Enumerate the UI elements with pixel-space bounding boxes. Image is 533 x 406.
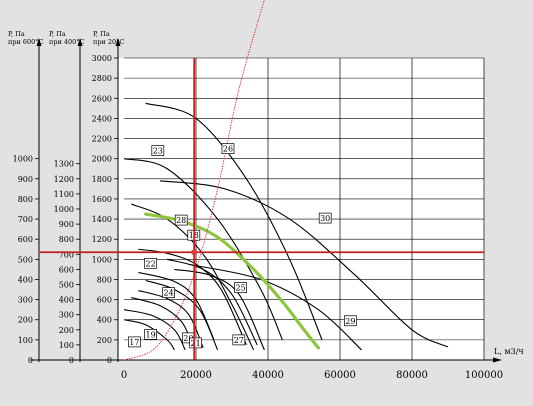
y-tick-label: 800	[18, 195, 33, 204]
curve-label-box	[144, 258, 157, 269]
y-tick-label: 400	[59, 296, 74, 305]
y-tick-label: 1100	[54, 190, 74, 199]
fan-curve-26	[145, 102, 323, 341]
y-axis-arrow	[36, 38, 42, 46]
x-tick-label: 0	[121, 370, 127, 381]
y-tick-label: 1800	[92, 175, 112, 184]
x-tick-label: 100000	[465, 370, 503, 381]
fan-curve-17	[123, 319, 175, 351]
fan-curve-19	[123, 309, 186, 351]
plot-area	[118, 58, 484, 360]
y-tick-label: 300	[18, 296, 33, 305]
curve-label-box	[174, 214, 188, 226]
curve-label-box	[234, 282, 247, 293]
fan-curve-21	[138, 290, 204, 349]
x-axis-label: L, м3/ч	[494, 347, 524, 356]
fan-curve-22	[138, 271, 215, 341]
curve-label-26: 26	[223, 145, 233, 154]
y-tick-label: 600	[18, 235, 33, 244]
curve-label-22: 22	[146, 259, 156, 268]
y-tick-label: 1200	[92, 235, 112, 244]
y-tick-label: 100	[18, 336, 33, 345]
curve-label-box	[151, 145, 165, 156]
y-tick-label: 100	[59, 341, 74, 350]
y-tick-label: 300	[59, 311, 74, 320]
y-tick-label: 700	[18, 215, 33, 224]
y-tick-label: 900	[59, 220, 74, 229]
y-tick-label: 2400	[92, 114, 112, 123]
y-tick-label: 500	[18, 255, 33, 264]
curve-label-box	[144, 329, 157, 340]
y-tick-label: 200	[97, 336, 112, 345]
y-tick-label: 500	[59, 281, 74, 290]
y-tick-label: 400	[97, 316, 112, 325]
x-tick-label: 60000	[324, 370, 356, 381]
curve-label-box	[344, 315, 357, 327]
y-tick-label: 2800	[92, 74, 112, 83]
curve-label-box	[128, 336, 141, 348]
fan-curve-29	[188, 263, 362, 351]
y-tick-label: 800	[59, 235, 74, 244]
y-tick-label: 1400	[92, 215, 112, 224]
curve-label-box	[318, 212, 332, 224]
curve-label-box	[189, 337, 202, 349]
y-tick-label: 600	[59, 265, 74, 274]
axes: 01002003004005006007008009001000P, Папри…	[8, 30, 524, 381]
curve-label-19: 19	[146, 330, 156, 339]
curve-label-23: 23	[153, 147, 163, 156]
curve-label-25: 25	[236, 284, 246, 293]
crosshair	[40, 58, 484, 360]
y-tick-label: 1300	[54, 160, 74, 169]
x-axis-arrow	[493, 357, 502, 363]
x-tick-label: 40000	[252, 370, 284, 381]
x-tick-label: 80000	[396, 370, 428, 381]
y-tick-label: 800	[97, 275, 112, 284]
fan-curve-30	[159, 180, 449, 348]
y-tick-label: 200	[59, 326, 74, 335]
system-curve	[124, 0, 265, 360]
y-axis-header: при 400°С	[49, 38, 85, 46]
curve-label-box	[232, 334, 246, 346]
y-tick-label: 1000	[13, 155, 33, 164]
x-tick-label: 20000	[180, 370, 212, 381]
curve-label-30: 30	[320, 214, 330, 223]
curve-label-21: 21	[191, 339, 201, 348]
operating-point	[191, 249, 198, 256]
y-axis-header: при 20°С	[93, 38, 124, 46]
curve-label-20: 20	[183, 334, 193, 343]
y-tick-label: 1600	[92, 195, 112, 204]
curve-label-27: 27	[234, 336, 244, 345]
fan-curve-24	[145, 279, 219, 351]
y-tick-label: 200	[18, 316, 33, 325]
fan-curve-28	[130, 203, 255, 351]
y-tick-label: 900	[18, 175, 33, 184]
y-axis-header: P, Па	[93, 30, 110, 38]
y-tick-label: 3000	[92, 54, 112, 63]
y-tick-label: 2600	[92, 94, 112, 103]
y-axis-header: P, Па	[8, 30, 25, 38]
y-tick-label: 600	[97, 296, 112, 305]
grid	[124, 57, 485, 360]
y-tick-label: 1000	[54, 205, 74, 214]
y-tick-label: 1000	[92, 255, 112, 264]
y-tick-label: 700	[59, 250, 74, 259]
curve-label-box	[162, 287, 175, 298]
curve-label-17: 17	[129, 338, 139, 347]
curve-label-29: 29	[345, 317, 355, 326]
y-axis-arrow	[115, 38, 121, 46]
y-tick-label: 2200	[92, 135, 112, 144]
y-tick-label: 2000	[92, 155, 112, 164]
curve-label-box	[221, 143, 235, 154]
y-axis-header: при 600°С	[8, 38, 44, 46]
curve-label-28: 28	[176, 216, 186, 225]
y-tick-label: 400	[18, 275, 33, 284]
y-tick-label: 1200	[54, 175, 74, 184]
curve-label-24: 24	[164, 289, 174, 298]
fan-curve-23	[123, 158, 283, 341]
fan-curve-27	[174, 268, 265, 351]
y-axis-arrow	[77, 38, 83, 46]
y-axis-header: P, Па	[49, 30, 66, 38]
